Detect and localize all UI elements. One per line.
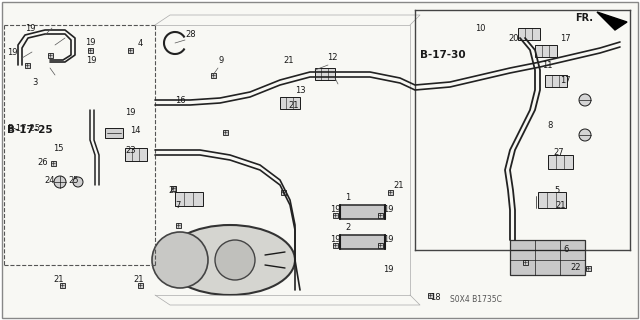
Circle shape	[152, 232, 208, 288]
Circle shape	[73, 177, 83, 187]
Text: 19: 19	[383, 266, 394, 275]
Bar	[518, 28, 540, 40]
Text: 21: 21	[393, 180, 403, 189]
Text: 19: 19	[330, 236, 340, 244]
Text: 24: 24	[44, 175, 54, 185]
Circle shape	[579, 94, 591, 106]
Text: 5: 5	[554, 186, 559, 195]
Text: 17: 17	[560, 34, 571, 43]
Text: 19: 19	[7, 47, 17, 57]
Text: B-17-25: B-17-25	[7, 124, 40, 132]
Bar	[523, 260, 528, 265]
Ellipse shape	[165, 225, 295, 295]
Bar	[548, 155, 573, 169]
Bar	[138, 283, 143, 288]
Text: 14: 14	[130, 125, 141, 134]
Text: 16: 16	[175, 95, 186, 105]
Text: 22: 22	[570, 263, 580, 273]
Text: 27: 27	[553, 148, 564, 156]
Bar	[175, 192, 203, 206]
Bar	[176, 223, 181, 228]
Bar	[48, 53, 53, 58]
Text: 15: 15	[53, 143, 63, 153]
Text: 19: 19	[125, 108, 136, 116]
Text: 10: 10	[475, 23, 486, 33]
Bar	[105, 128, 123, 138]
Bar	[333, 213, 338, 218]
Bar	[510, 240, 585, 275]
Bar	[428, 293, 433, 298]
Text: B-17-25: B-17-25	[7, 125, 52, 135]
Text: 19: 19	[85, 37, 95, 46]
Bar	[280, 97, 300, 109]
Text: 9: 9	[218, 55, 223, 65]
Text: 21: 21	[283, 55, 294, 65]
Text: 19: 19	[25, 23, 35, 33]
Bar	[340, 235, 385, 249]
Text: 25: 25	[68, 175, 79, 185]
Polygon shape	[597, 12, 627, 30]
Text: 21: 21	[168, 186, 179, 195]
Bar	[545, 75, 567, 87]
Text: 7: 7	[175, 201, 180, 210]
Text: 20: 20	[508, 34, 518, 43]
Text: 18: 18	[430, 293, 440, 302]
Bar	[378, 213, 383, 218]
Text: S0X4 B1735C: S0X4 B1735C	[450, 295, 502, 305]
Text: 19: 19	[330, 205, 340, 214]
Text: 11: 11	[542, 60, 552, 69]
Bar	[171, 186, 176, 191]
Bar	[51, 161, 56, 166]
Text: 8: 8	[547, 121, 552, 130]
Text: 26: 26	[37, 157, 47, 166]
Bar	[586, 266, 591, 271]
Bar	[211, 73, 216, 78]
Bar	[388, 190, 393, 195]
Text: 21: 21	[288, 100, 298, 109]
Text: 19: 19	[383, 236, 394, 244]
Text: 1: 1	[345, 194, 350, 203]
Bar	[88, 48, 93, 53]
Text: FR.: FR.	[575, 13, 593, 23]
Bar	[333, 243, 338, 248]
Text: 28: 28	[185, 29, 196, 38]
Text: 12: 12	[327, 52, 337, 61]
Bar	[25, 63, 30, 68]
Bar	[538, 192, 566, 208]
Text: 3: 3	[32, 77, 37, 86]
Text: 19: 19	[86, 55, 97, 65]
Bar	[315, 68, 335, 80]
Circle shape	[579, 129, 591, 141]
Bar	[535, 45, 557, 57]
Text: B-17-30: B-17-30	[420, 50, 466, 60]
Text: 21: 21	[133, 276, 143, 284]
Text: 13: 13	[295, 85, 306, 94]
Bar	[125, 148, 147, 161]
Text: 21: 21	[53, 276, 63, 284]
Text: 6: 6	[563, 245, 568, 254]
Bar	[340, 205, 385, 219]
Text: 4: 4	[138, 38, 143, 47]
Bar	[60, 283, 65, 288]
Text: 2: 2	[345, 223, 350, 233]
Bar	[128, 48, 133, 53]
Circle shape	[215, 240, 255, 280]
Text: 19: 19	[383, 205, 394, 214]
Text: 21: 21	[555, 201, 566, 210]
Bar	[281, 190, 286, 195]
Text: 17: 17	[560, 76, 571, 84]
Bar	[223, 130, 228, 135]
Circle shape	[54, 176, 66, 188]
Text: 23: 23	[125, 146, 136, 155]
Bar	[378, 243, 383, 248]
